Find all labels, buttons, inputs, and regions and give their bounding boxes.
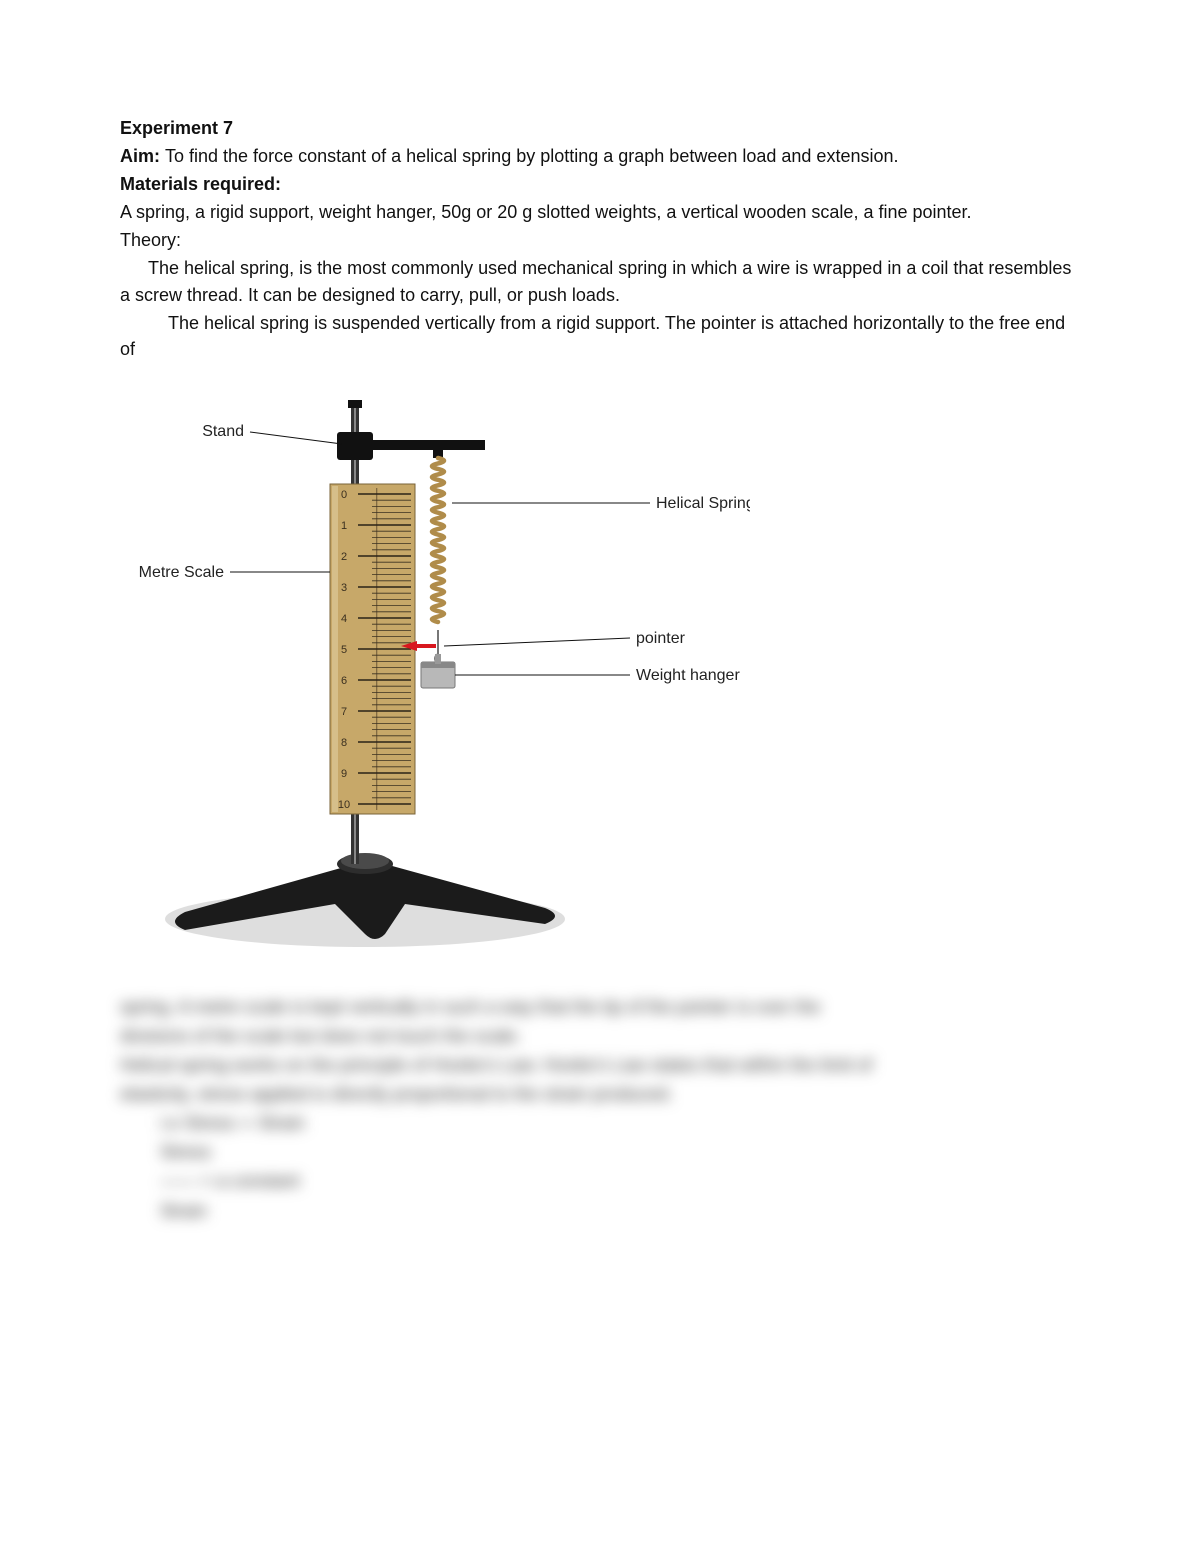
svg-text:10: 10	[338, 799, 350, 811]
svg-text:2: 2	[341, 551, 347, 563]
theory-label: Theory:	[120, 227, 1080, 253]
aim-label: Aim:	[120, 146, 165, 166]
blur-line: —— = a constant	[160, 1168, 1080, 1194]
svg-text:7: 7	[341, 706, 347, 718]
diagram-svg: 0 1 2 3 4 5 6 7 8 9 10 Stand Metre Scale Helical Spri…	[130, 384, 750, 964]
materials-label: Materials required:	[120, 171, 1080, 197]
svg-text:1: 1	[341, 520, 347, 532]
svg-text:3: 3	[341, 582, 347, 594]
svg-text:5: 5	[341, 644, 347, 656]
blur-line: spring. A metre scale is kept vertically…	[120, 994, 1080, 1020]
svg-text:pointer: pointer	[636, 630, 686, 647]
blur-line: Strain	[160, 1198, 1080, 1224]
materials-label-text: Materials required:	[120, 174, 281, 194]
aim-text: To find the force constant of a helical …	[165, 146, 898, 166]
document-page: Experiment 7 Aim: To find the force cons…	[0, 0, 1200, 1267]
blur-line: elasticity, stress applied is directly p…	[120, 1081, 1080, 1107]
theory-p1: The helical spring, is the most commonly…	[120, 255, 1080, 307]
svg-text:9: 9	[341, 768, 347, 780]
blur-line: i.e Stress ∝ Strain	[160, 1110, 1080, 1136]
svg-text:0: 0	[341, 489, 347, 501]
experiment-title: Experiment 7	[120, 115, 1080, 141]
blurred-preview-text: spring. A metre scale is kept vertically…	[120, 994, 1080, 1224]
materials-text: A spring, a rigid support, weight hanger…	[120, 199, 1080, 225]
svg-text:Weight hanger: Weight hanger	[636, 667, 740, 684]
svg-text:Helical Spring: Helical Spring	[656, 495, 750, 512]
svg-text:Stand: Stand	[202, 423, 244, 440]
title-text: Experiment 7	[120, 118, 233, 138]
blur-line: divisions of the scale but does not touc…	[120, 1023, 1080, 1049]
svg-text:4: 4	[341, 613, 347, 625]
svg-text:Metre Scale: Metre Scale	[139, 564, 224, 581]
blur-line: Helical spring works on the principle of…	[120, 1052, 1080, 1078]
theory-p2: The helical spring is suspended vertical…	[120, 310, 1080, 362]
apparatus-diagram: 0 1 2 3 4 5 6 7 8 9 10 Stand Metre Scale Helical Spri…	[130, 384, 1080, 964]
aim-line: Aim: To find the force constant of a hel…	[120, 143, 1080, 169]
svg-text:6: 6	[341, 675, 347, 687]
svg-text:8: 8	[341, 737, 347, 749]
blur-line: Stress	[160, 1139, 1080, 1165]
